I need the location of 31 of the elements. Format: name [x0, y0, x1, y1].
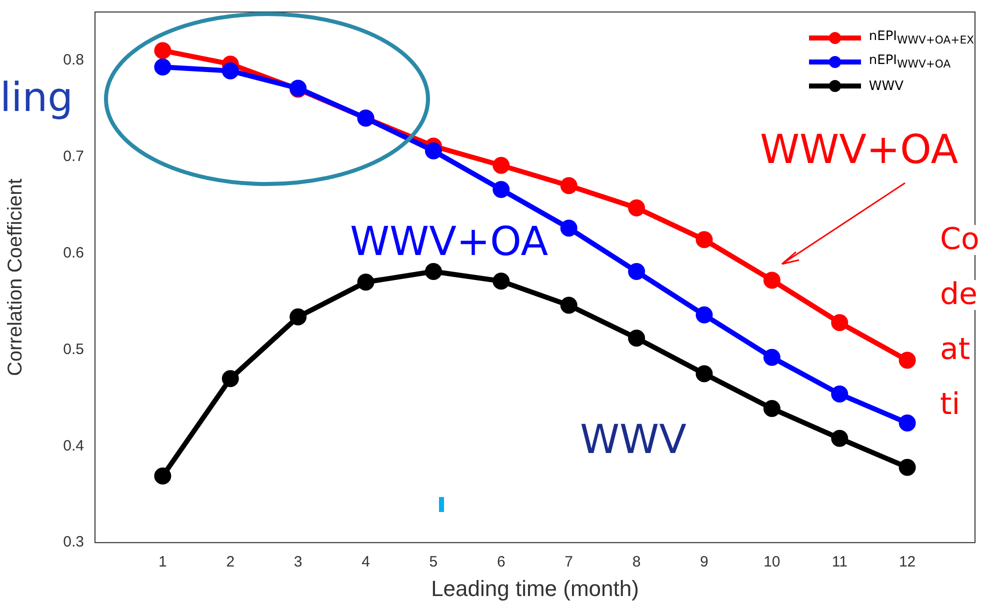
annotation: ti [940, 387, 960, 422]
x-axis-title: Leading time (month) [431, 576, 639, 601]
legend-label: nEPI$_{WWV+OA+EX}$ [868, 29, 974, 47]
annotation: WWV [580, 417, 686, 463]
x-tick-label: 7 [564, 554, 574, 571]
text: ling [0, 75, 73, 121]
y-tick-label: 0.8 [63, 51, 84, 68]
x-tick-label: 8 [632, 554, 641, 571]
y-tick-label: 0.7 [63, 148, 84, 165]
x-tick-label: 12 [898, 554, 916, 571]
y-tick-label: 0.5 [63, 340, 84, 358]
annotation: at [940, 332, 970, 367]
y-axis-title: Correlation Coefficient [4, 178, 27, 376]
y-tick-label: 0.4 [63, 437, 84, 454]
x-tick-label: 3 [294, 554, 302, 571]
annotation: Co [940, 222, 980, 257]
annotation: WWV+OA [350, 219, 548, 265]
x-tick-label: 1 [158, 554, 167, 571]
legend-label: nEPI$_{WWV+OA}$ [868, 53, 951, 71]
x-tick-label: 10 [764, 554, 780, 571]
x-tick-label: 6 [496, 554, 506, 571]
y-tick-label: 0.3 [63, 534, 84, 551]
x-tick-label: 4 [362, 554, 370, 571]
x-tick-label: 5 [429, 554, 438, 571]
y-tick-label: 0.6 [63, 244, 84, 262]
x-tick-label: 2 [226, 554, 235, 571]
x-tick-label: 9 [700, 554, 708, 571]
x-tick-label: 11 [832, 554, 848, 571]
annotation: WWV+OA [760, 127, 958, 173]
legend-label: WWV [868, 78, 904, 94]
annotation: de [940, 277, 978, 312]
